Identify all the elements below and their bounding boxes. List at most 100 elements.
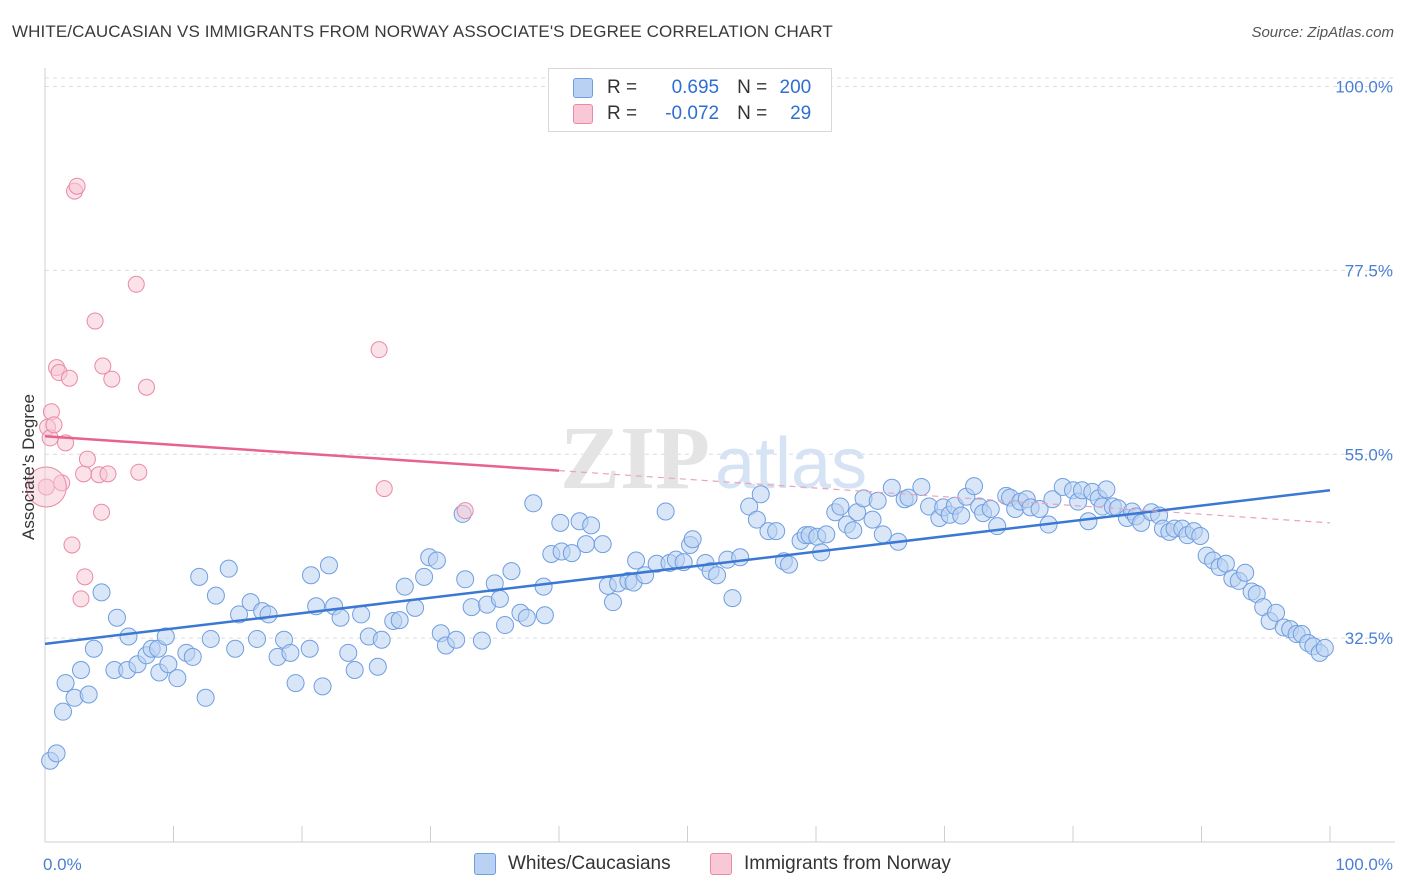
source-label: Source: ZipAtlas.com: [1251, 24, 1394, 41]
legend-row-pink: R = -0.072 N = 29: [573, 103, 811, 125]
data-point-norway: [94, 357, 112, 375]
data-point-whites: [168, 669, 187, 688]
data-point-norway: [68, 177, 86, 195]
data-point-whites: [47, 744, 66, 763]
data-point-whites: [472, 631, 491, 650]
data-point-norway: [138, 378, 156, 396]
data-point-whites: [159, 655, 178, 674]
data-point-whites: [427, 551, 446, 570]
data-point-whites: [107, 608, 126, 627]
data-point-whites: [988, 517, 1007, 536]
data-point-whites: [219, 559, 238, 578]
data-point-whites: [517, 608, 536, 627]
data-point-norway: [456, 502, 474, 520]
data-point-whites: [1267, 603, 1286, 622]
data-point-norway: [72, 590, 90, 608]
data-point-whites: [534, 577, 553, 596]
data-point-norway: [78, 450, 96, 468]
data-point-norway: [127, 275, 145, 293]
data-point-whites: [352, 605, 371, 624]
data-point-norway: [370, 341, 388, 359]
data-point-whites: [286, 674, 305, 693]
data-point-whites: [490, 589, 509, 608]
y-axis-label: Associate's Degree: [19, 394, 38, 540]
data-point-whites: [708, 566, 727, 585]
legend-swatch-pink: [573, 104, 593, 124]
data-point-whites: [1043, 490, 1062, 509]
data-point-whites: [119, 627, 138, 646]
legend-row-blue: R = 0.695 N = 200: [573, 77, 811, 99]
data-point-whites: [301, 566, 320, 585]
x-tick-label: 0.0%: [43, 855, 82, 874]
data-point-whites: [899, 488, 918, 507]
legend-n-label: N =: [737, 77, 768, 98]
data-point-whites: [868, 491, 887, 510]
data-point-norway: [93, 503, 111, 521]
data-point-whites: [372, 630, 391, 649]
data-point-whites: [780, 555, 799, 574]
legend-n-value: 29: [790, 103, 812, 124]
data-point-whites: [582, 516, 601, 535]
trend-line-whites: [44, 488, 1331, 646]
x-tick-label: 100.0%: [1335, 855, 1393, 874]
data-point-whites: [79, 685, 98, 704]
data-point-whites: [593, 535, 612, 554]
data-point-whites: [882, 478, 901, 497]
data-point-whites: [551, 513, 570, 532]
data-point-norway-large: [25, 466, 67, 508]
legend-r-label: R =: [607, 77, 638, 98]
legend-r-value: -0.072: [665, 103, 720, 124]
data-point-whites: [1191, 526, 1210, 545]
bottom-legend-label-blue: Whites/Caucasians: [508, 853, 671, 874]
y-tick-label: 100.0%: [1335, 78, 1393, 97]
data-point-whites: [603, 593, 622, 612]
data-point-whites: [723, 589, 742, 608]
data-point-whites: [92, 583, 111, 602]
data-point-whites: [1030, 500, 1049, 519]
data-point-whites: [230, 605, 249, 624]
y-tick-label: 55.0%: [1345, 445, 1393, 464]
gridlines: [45, 77, 1395, 639]
data-point-whites: [415, 567, 434, 586]
data-point-whites: [248, 629, 267, 648]
data-point-whites: [1315, 638, 1334, 657]
data-point-whites: [524, 494, 543, 513]
data-point-norway: [63, 536, 81, 554]
data-point-whites: [912, 477, 931, 496]
data-point-whites: [751, 485, 770, 504]
data-point-whites: [767, 522, 786, 541]
data-point-whites: [873, 525, 892, 544]
data-point-whites: [201, 629, 220, 648]
trend-line-norway-extended: [558, 470, 1331, 524]
data-point-whites: [259, 605, 278, 624]
bottom-legend-swatch-pink: [710, 853, 732, 875]
series-norway-points: [25, 177, 474, 608]
data-point-norway: [60, 369, 78, 387]
data-point-whites: [368, 657, 387, 676]
data-point-whites: [281, 643, 300, 662]
data-point-whites: [502, 562, 521, 581]
data-point-whites: [656, 502, 675, 521]
legend-swatch-blue: [573, 78, 593, 98]
tick-labels: 32.5% 55.0% 77.5% 100.0% 0.0% 100.0%: [43, 78, 1393, 874]
data-point-whites: [331, 608, 350, 627]
data-point-whites: [339, 643, 358, 662]
legend-n-label: N =: [737, 103, 768, 124]
data-point-whites: [952, 506, 971, 525]
data-point-whites: [313, 677, 332, 696]
data-point-whites: [747, 510, 766, 529]
data-point-whites: [576, 535, 595, 554]
watermark: ZIP: [560, 409, 710, 508]
data-point-whites: [1097, 480, 1116, 499]
data-point-whites: [831, 497, 850, 516]
data-point-whites: [53, 702, 72, 721]
data-point-whites: [1236, 563, 1255, 582]
data-point-whites: [406, 598, 425, 617]
data-point-whites: [817, 525, 836, 544]
data-point-norway: [99, 465, 117, 483]
data-point-whites: [683, 530, 702, 549]
legend-n-value: 200: [779, 77, 812, 98]
bottom-legend-blue: Whites/Caucasians: [474, 852, 671, 876]
trend-line-norway: [44, 435, 560, 472]
bottom-legend-label-pink: Immigrants from Norway: [744, 853, 951, 874]
